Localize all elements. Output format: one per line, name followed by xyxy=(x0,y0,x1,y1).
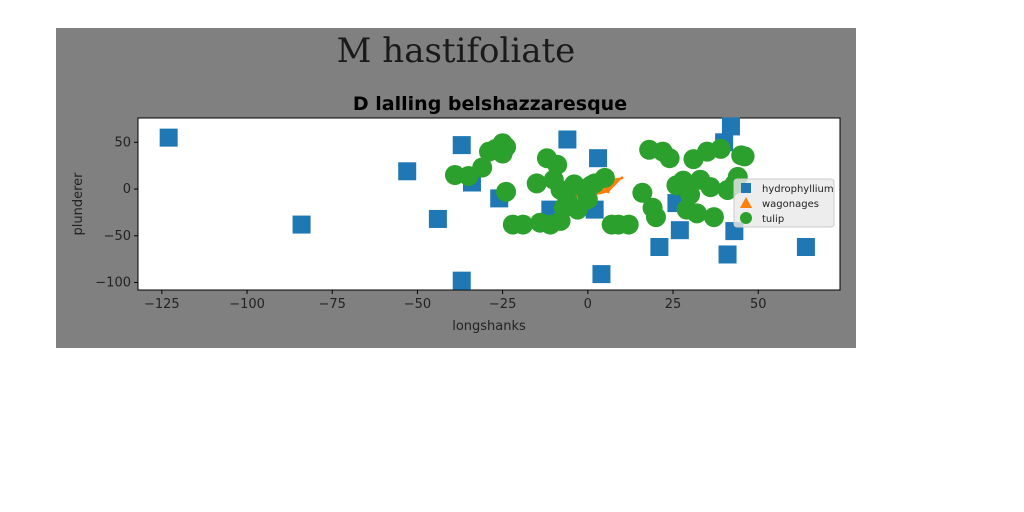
data-point xyxy=(710,138,731,159)
data-point xyxy=(721,117,740,136)
data-point xyxy=(547,154,568,175)
legend-items: hydrophyllium wagonages tulip xyxy=(740,183,834,225)
legend-label-wagonages: wagonages xyxy=(762,199,819,210)
chart-title: D lalling belshazzaresque xyxy=(353,93,627,115)
data-point xyxy=(398,162,417,181)
data-point xyxy=(452,136,471,155)
data-point xyxy=(558,130,577,149)
legend-marker-hydrophyllium xyxy=(741,183,751,193)
data-point xyxy=(292,215,311,234)
x-tick-label: −50 xyxy=(404,297,431,312)
data-point xyxy=(703,207,724,228)
x-tick-label: −75 xyxy=(319,297,346,312)
y-tick-label: −50 xyxy=(104,229,131,244)
data-point xyxy=(796,238,815,256)
data-point xyxy=(618,214,639,235)
y-tick-label: 50 xyxy=(114,135,131,150)
data-point xyxy=(734,146,755,167)
data-point xyxy=(686,203,707,224)
data-point xyxy=(452,271,471,290)
legend-label-tulip: tulip xyxy=(762,214,784,225)
data-point xyxy=(428,209,447,228)
x-axis-ticks: −125 −100 −75 −50 −25 0 25 50 xyxy=(144,290,766,312)
figure-suptitle: M hastifoliate xyxy=(337,31,576,71)
data-point xyxy=(718,245,737,264)
data-point xyxy=(645,207,666,228)
data-point xyxy=(589,149,608,168)
data-point xyxy=(496,181,517,202)
x-tick-label: 25 xyxy=(665,297,682,312)
data-point xyxy=(513,214,534,235)
data-point xyxy=(526,173,547,194)
data-point xyxy=(700,177,721,198)
x-tick-label: 50 xyxy=(750,297,767,312)
x-tick-label: −125 xyxy=(144,297,180,312)
data-point xyxy=(680,184,701,205)
data-point xyxy=(620,176,624,180)
data-point xyxy=(632,182,653,203)
series-layer xyxy=(159,117,815,290)
y-tick-label: −100 xyxy=(95,276,131,291)
y-axis-ticks: 50 0 −50 −100 xyxy=(95,135,138,291)
series-tulip xyxy=(444,133,755,235)
data-point xyxy=(650,238,669,256)
x-tick-label: 0 xyxy=(584,297,592,312)
data-point xyxy=(159,128,178,147)
legend-frame xyxy=(733,178,835,228)
legend: hydrophyllium wagonages tulip xyxy=(733,178,835,228)
legend-marker-wagonages xyxy=(740,197,752,208)
legend-marker-tulip xyxy=(740,212,752,224)
y-axis-label: plunderer xyxy=(71,172,86,236)
legend-label-hydrophyllium: hydrophyllium xyxy=(762,184,834,195)
data-point xyxy=(670,221,689,240)
data-point xyxy=(472,157,493,178)
data-point xyxy=(659,148,680,169)
x-tick-label: −100 xyxy=(229,297,265,312)
data-point xyxy=(606,190,610,194)
data-point xyxy=(492,133,513,154)
data-point xyxy=(592,265,611,284)
y-tick-label: 0 xyxy=(123,182,131,197)
x-tick-label: −25 xyxy=(489,297,516,312)
data-point xyxy=(594,167,615,188)
x-axis-label: longshanks xyxy=(452,319,526,334)
